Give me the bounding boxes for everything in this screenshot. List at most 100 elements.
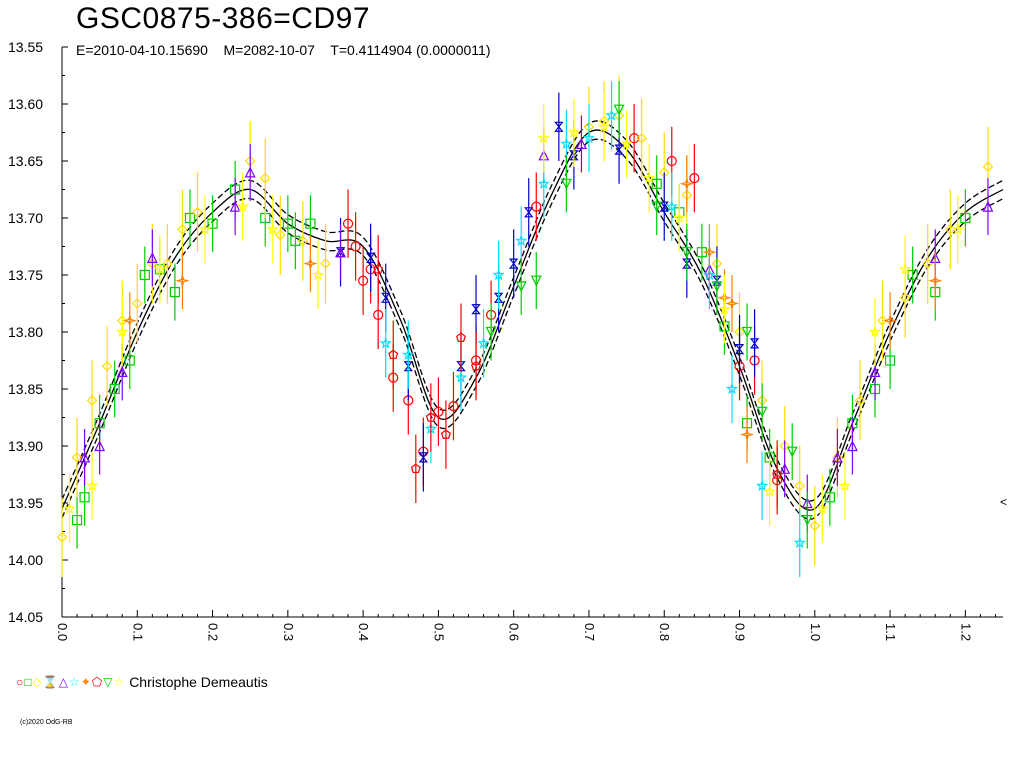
series-star4 [122,155,943,464]
point-hourglass [380,292,391,303]
x-tick-label: 1.2 [958,623,973,641]
point-triangle-up [244,166,256,178]
y-tick-label: 13.75 [8,267,43,283]
point-triangle-down [530,275,542,287]
point-triangle-down [756,406,768,418]
point-triangle-up [982,200,994,212]
point-star4 [724,296,740,311]
point-star [597,120,611,132]
legend-symbol-icon: △ [58,675,68,689]
point-star [86,479,99,492]
point-star [718,302,731,315]
point-diamond [274,229,286,241]
point-circle [350,241,361,252]
point-star4 [175,273,190,288]
y-tick-label: 13.60 [8,96,43,112]
point-triangle-down [786,446,798,458]
point-star4 [882,313,898,328]
point-star [816,502,829,514]
point-star [582,131,596,144]
point-triangle-down [560,178,572,190]
chart-axes: 13.55 13.60 13.65 13.70 13.75 13.80 13.85 13.90… [8,39,1003,641]
point-diamond [636,132,648,144]
point-circle [373,309,384,320]
point-star [665,200,678,212]
data-points [56,75,994,578]
point-hourglass [524,207,534,218]
point-star4 [928,273,943,288]
point-triangle-down [681,247,693,259]
point-star [311,268,325,281]
point-diamond [86,395,98,406]
fit-upper-band [61,120,1004,502]
point-hourglass [554,121,564,132]
x-tick-label: 0.1 [130,623,145,641]
point-hourglass [456,361,466,372]
point-diamond [56,531,68,543]
point-star [454,371,468,383]
y-tick-label: 13.70 [8,210,43,226]
point-square [139,269,150,281]
legend-symbol-icon: ⬠ [91,675,103,689]
point-star4 [679,176,694,191]
legend-symbols: ○ □ ◇ ⌛ △ ☆ ✦ ⬠ ▽ ☆ [16,676,125,688]
point-diamond [320,258,331,269]
legend-symbol-icon: □ [24,675,32,689]
y-tick-label: 13.80 [8,324,43,340]
point-star [379,337,392,349]
point-diamond [877,315,888,326]
series-star [63,92,964,543]
right-edge-marker: < [1000,495,1008,509]
copyright-notice: (c)2020 OdG-RB [20,719,73,726]
legend-symbol-icon: ☆ [68,675,80,689]
point-triangle-down [613,104,625,116]
chart-title: GSC0875-386=CD97 [76,2,371,35]
point-triangle-up [94,440,106,452]
point-triangle-up [779,462,791,474]
point-hourglass [493,292,504,303]
x-tick-label: 0.3 [281,623,296,641]
point-star [756,479,769,492]
point-diamond [854,395,866,406]
point-square [207,218,218,229]
x-tick-label: 0.4 [356,623,371,641]
point-star [266,223,279,235]
point-pentagon [425,412,436,422]
point-square [109,383,120,395]
point-square [907,269,918,281]
point-pentagon [471,360,482,371]
point-triangle-up [79,451,91,463]
y-tick-label: 13.65 [8,153,43,169]
point-square [290,235,301,246]
point-circle [342,218,354,229]
point-diamond [131,298,143,309]
x-tick-label: 0.2 [206,623,221,641]
point-star [868,325,882,338]
point-hourglass [749,338,760,349]
point-pentagon [373,264,384,274]
point-diamond [982,161,994,173]
point-star [620,137,633,150]
point-hourglass [682,258,692,269]
point-triangle-up [146,252,158,263]
x-tick-label: 0.5 [431,623,446,641]
fit-curves [61,120,1004,520]
point-square [79,492,90,503]
point-triangle-down [485,326,497,338]
point-hourglass [403,361,414,372]
fit-curve [61,129,1004,511]
point-circle [531,201,542,212]
series-diamond [56,75,994,578]
point-square [824,492,835,503]
legend-symbol-icon: ⌛ [42,675,58,689]
series-circle [342,104,783,515]
legend-symbol-icon: ▽ [103,675,113,689]
point-triangle-up [575,138,587,149]
point-diamond [162,258,173,269]
point-star [515,234,528,246]
point-triangle-down [711,281,723,293]
point-triangle-down [651,201,663,213]
point-square [184,212,196,224]
point-triangle-up [846,440,858,452]
legend-symbol-icon: ◇ [32,675,42,689]
